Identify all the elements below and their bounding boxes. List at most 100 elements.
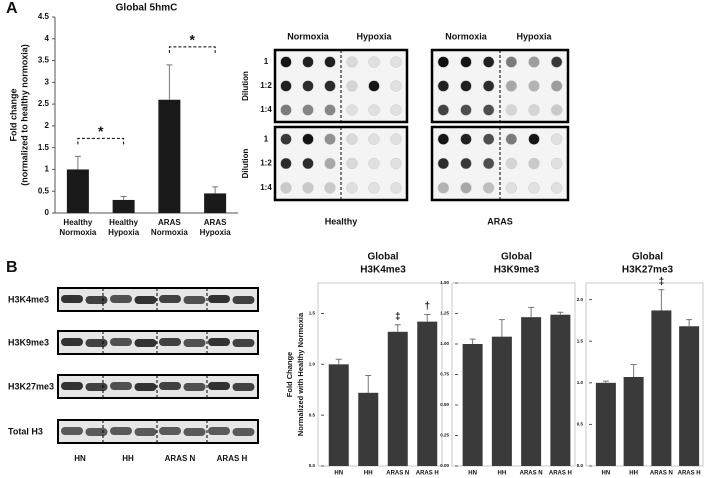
y-tick-label: 0.75 — [440, 372, 449, 377]
band — [208, 295, 230, 303]
plot-frame — [317, 282, 443, 467]
dot — [280, 182, 292, 194]
significance-bracket — [168, 46, 216, 53]
band — [232, 428, 255, 436]
dot — [390, 182, 402, 194]
y-tick-label: 1.5 — [577, 338, 584, 343]
dot — [505, 182, 518, 194]
dot — [437, 56, 450, 68]
y-tick-label: 0.00 — [440, 463, 449, 468]
dot — [460, 157, 472, 170]
dot — [368, 104, 380, 116]
x-tick-label: HN — [334, 471, 343, 477]
bar — [462, 344, 483, 466]
y-tick-label: 1.5 — [38, 143, 50, 152]
x-tick-label: ARAS N — [520, 471, 543, 477]
lane-label: HN — [74, 454, 86, 463]
dot — [460, 133, 472, 145]
dot — [505, 56, 518, 68]
band — [134, 428, 157, 436]
dot — [302, 80, 314, 92]
band — [61, 427, 83, 435]
bar — [491, 336, 512, 466]
y-tick-label: 0.5 — [577, 422, 584, 427]
bar — [158, 99, 181, 213]
x-tick-label: Hypoxia — [200, 228, 232, 237]
condition-label: Normoxia — [445, 31, 488, 41]
panel-label: A — [6, 0, 18, 17]
significance-marker: † — [424, 301, 430, 312]
y-tick-label: 1.25 — [440, 311, 449, 316]
y-tick-label: 1.50 — [440, 280, 449, 285]
x-tick-label: ARAS H — [416, 471, 439, 477]
dot — [482, 182, 495, 194]
dot — [482, 133, 495, 145]
dot — [460, 56, 472, 68]
dot — [368, 133, 380, 145]
dot — [280, 157, 292, 170]
x-tick-label: Normoxia — [151, 228, 188, 237]
band — [183, 339, 206, 347]
y-tick-label: 2.0 — [577, 297, 584, 302]
dot — [368, 80, 380, 92]
band — [159, 427, 181, 435]
significance-bracket — [77, 137, 125, 145]
dot — [302, 133, 314, 145]
y-tick-label: 0.0 — [577, 463, 584, 468]
y-tick-label: 2 — [45, 121, 50, 130]
y-tick-label: 1.0 — [577, 380, 584, 385]
band — [159, 382, 181, 390]
dot — [390, 80, 402, 92]
dilution-label: 1 — [264, 134, 269, 143]
band — [85, 296, 108, 304]
dot — [368, 157, 380, 170]
dot — [346, 56, 358, 68]
x-tick-label: Hypoxia — [108, 228, 140, 237]
lane-label: ARAS N — [165, 454, 196, 463]
blot-frame — [57, 419, 259, 444]
bar — [595, 382, 616, 466]
dilution-label: 1:4 — [260, 183, 272, 192]
x-tick-label: Healthy — [109, 218, 138, 227]
dot — [460, 104, 472, 116]
dot — [550, 133, 563, 145]
dot — [346, 157, 358, 170]
band — [159, 295, 181, 303]
dot — [346, 104, 358, 116]
significance-marker: ‡ — [395, 311, 401, 322]
dot — [550, 56, 563, 68]
blot-frame — [57, 330, 259, 355]
y-tick-label: 3 — [45, 77, 50, 86]
dilution-label: 1 — [264, 57, 269, 66]
chart-title: Global — [501, 252, 532, 263]
dilution-title: Dilution — [241, 71, 250, 101]
dilution-label: 1:4 — [260, 105, 272, 114]
band — [232, 339, 255, 347]
bar — [387, 331, 408, 466]
x-tick-label: HN — [468, 471, 477, 477]
significance-marker: * — [190, 32, 196, 48]
dot — [324, 157, 336, 170]
y-tick-label: 0.50 — [440, 402, 449, 407]
dot — [390, 133, 402, 145]
blot-frame — [57, 374, 259, 399]
bar — [328, 364, 349, 466]
bar — [417, 321, 438, 466]
y-tick-label: 1.0 — [309, 362, 316, 367]
chart-title: H3K9me3 — [494, 265, 540, 276]
y-tick-label: 0.5 — [309, 412, 316, 417]
dot — [482, 80, 495, 92]
y-tick-label: 4.5 — [38, 12, 50, 21]
band — [183, 428, 206, 436]
dot — [528, 56, 540, 68]
y-axis-label: Normalized with Healthy Normoxia — [296, 312, 305, 436]
x-tick-label: HN — [602, 471, 611, 477]
band — [61, 338, 83, 346]
band — [208, 382, 230, 390]
band — [183, 296, 206, 304]
dot — [482, 104, 495, 116]
dot — [437, 133, 450, 145]
y-axis-label: Fold change — [8, 88, 18, 141]
band — [110, 338, 132, 346]
dot — [505, 104, 518, 116]
